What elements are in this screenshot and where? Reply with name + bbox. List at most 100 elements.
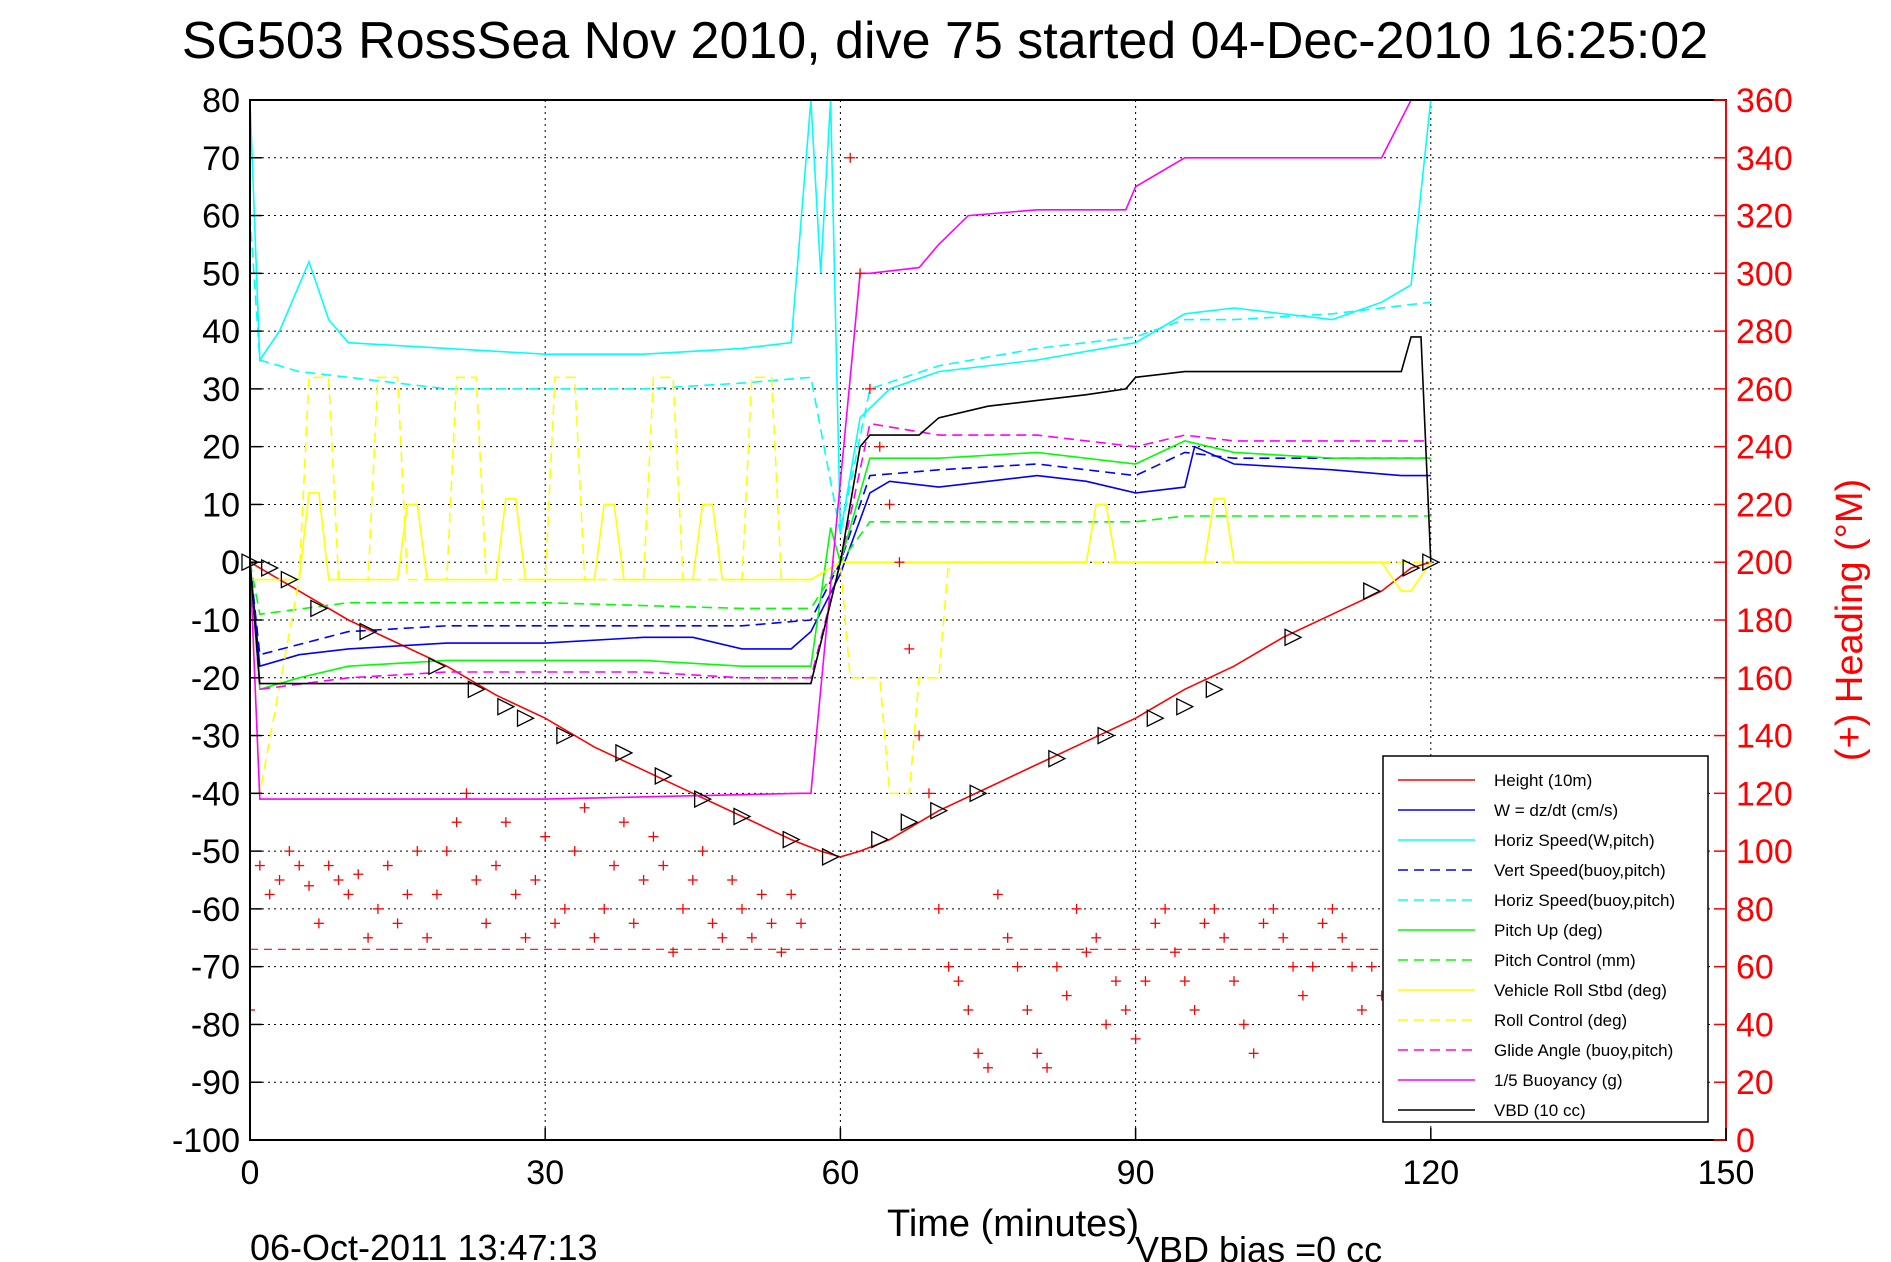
heading-point bbox=[1347, 961, 1358, 972]
heading-point bbox=[250, 1005, 255, 1015]
x-axis-label: Time (minutes) bbox=[887, 1203, 1139, 1245]
depth-marker bbox=[1284, 628, 1303, 647]
series-line-11 bbox=[250, 336, 1432, 685]
heading-point bbox=[1356, 1005, 1367, 1015]
heading-point bbox=[1051, 961, 1062, 972]
y2-tick-label: 180 bbox=[1736, 602, 1793, 640]
y-tick-label: 40 bbox=[202, 313, 240, 351]
left-axis-ticks: 80 70 60 50 40 30 20 10 0 -10 -20 -30 -40 -50 -60 -70 -8… bbox=[172, 82, 262, 1160]
y2-tick-label: 60 bbox=[1736, 949, 1774, 987]
depth-marker bbox=[1363, 582, 1382, 601]
heading-point bbox=[1110, 976, 1121, 987]
heading-point bbox=[776, 947, 787, 958]
x-tick-label: 0 bbox=[241, 1154, 260, 1192]
heading-point bbox=[294, 860, 305, 871]
heading-point bbox=[1150, 918, 1161, 929]
heading-point bbox=[520, 932, 531, 943]
heading-point bbox=[1061, 990, 1072, 1001]
heading-point bbox=[530, 875, 541, 885]
heading-point bbox=[510, 889, 521, 900]
heading-point bbox=[471, 875, 482, 885]
heading-point bbox=[855, 268, 866, 279]
y2-tick-label: 120 bbox=[1736, 775, 1793, 813]
series-line-10 bbox=[250, 100, 1421, 800]
heading-point bbox=[727, 875, 738, 885]
right-axis-label: (+) Heading (°M) bbox=[1829, 479, 1871, 761]
depth-marker bbox=[1176, 697, 1195, 716]
heading-point bbox=[707, 918, 718, 929]
heading-point bbox=[963, 1005, 974, 1015]
heading-point bbox=[1091, 932, 1102, 943]
heading-point bbox=[353, 869, 364, 880]
heading-point bbox=[1120, 1005, 1131, 1015]
y2-tick-label: 100 bbox=[1736, 833, 1793, 871]
heading-point bbox=[1032, 1048, 1043, 1059]
timestamp-footer: 06-Oct-2011 13:47:13 bbox=[250, 1227, 598, 1262]
legend-label: VBD (10 cc) bbox=[1494, 1101, 1586, 1120]
depth-marker bbox=[497, 697, 516, 716]
heading-point bbox=[372, 903, 383, 914]
y2-tick-label: 220 bbox=[1736, 486, 1793, 524]
legend-items: Height (10m) W = dz/dt (cm/s) Horiz Speed(… bbox=[1398, 771, 1675, 1120]
heading-point bbox=[1238, 1019, 1249, 1030]
depth-marker bbox=[930, 801, 949, 820]
depth-marker bbox=[900, 813, 919, 832]
heading-point bbox=[599, 903, 610, 914]
y-tick-label: -30 bbox=[191, 718, 240, 756]
heading-point bbox=[1248, 1048, 1259, 1059]
y2-tick-label: 20 bbox=[1736, 1064, 1774, 1102]
heading-point bbox=[1081, 947, 1092, 958]
heading-point bbox=[392, 918, 403, 929]
heading-point bbox=[973, 1048, 984, 1059]
heading-point bbox=[884, 499, 895, 510]
y2-tick-label: 300 bbox=[1736, 255, 1793, 293]
legend-label: Pitch Up (deg) bbox=[1494, 921, 1603, 940]
heading-point bbox=[1307, 961, 1318, 972]
heading-point bbox=[550, 918, 561, 929]
heading-point bbox=[422, 932, 433, 943]
heading-point bbox=[1002, 932, 1013, 943]
heading-point bbox=[746, 932, 757, 943]
legend-label: Vehicle Roll Stbd (deg) bbox=[1494, 981, 1667, 1000]
heading-point bbox=[382, 860, 393, 871]
heading-point bbox=[284, 846, 295, 857]
heading-point bbox=[1278, 932, 1289, 943]
legend-label: Height (10m) bbox=[1494, 771, 1592, 790]
y-tick-label: 20 bbox=[202, 429, 240, 467]
heading-point bbox=[313, 918, 324, 929]
heading-point bbox=[254, 860, 265, 871]
legend-label: Horiz Speed(buoy,pitch) bbox=[1494, 891, 1675, 910]
heading-point bbox=[461, 788, 472, 799]
heading-point bbox=[687, 875, 698, 885]
heading-point bbox=[638, 875, 649, 885]
heading-point bbox=[766, 918, 777, 929]
y-tick-label: 60 bbox=[202, 198, 240, 236]
heading-point bbox=[983, 1062, 993, 1073]
depth-marker bbox=[871, 830, 890, 849]
heading-point bbox=[992, 889, 1003, 900]
heading-point bbox=[1366, 961, 1377, 972]
depth-marker bbox=[1422, 553, 1441, 572]
y2-tick-label: 360 bbox=[1736, 82, 1793, 120]
depth-marker bbox=[467, 680, 486, 699]
heading-point bbox=[1101, 1019, 1112, 1030]
heading-point bbox=[1130, 1033, 1141, 1044]
vbd-bias-footer: VBD bias =0 cc bbox=[1135, 1229, 1382, 1262]
heading-point bbox=[1199, 918, 1210, 929]
depth-marker bbox=[1402, 558, 1421, 578]
y-tick-label: 80 bbox=[202, 82, 240, 120]
heading-point bbox=[1229, 976, 1239, 987]
y-tick-label: -80 bbox=[191, 1006, 240, 1044]
heading-point bbox=[658, 860, 669, 871]
heading-point bbox=[628, 918, 639, 929]
depth-marker bbox=[1097, 726, 1116, 745]
series-line-5 bbox=[250, 440, 1431, 691]
heading-point bbox=[1258, 918, 1269, 929]
grid-lines bbox=[250, 100, 1726, 1140]
y2-tick-label: 140 bbox=[1736, 718, 1793, 756]
heading-point bbox=[786, 889, 797, 900]
heading-point bbox=[648, 831, 659, 842]
y2-tick-label: 340 bbox=[1736, 140, 1793, 178]
depth-marker bbox=[615, 743, 634, 762]
